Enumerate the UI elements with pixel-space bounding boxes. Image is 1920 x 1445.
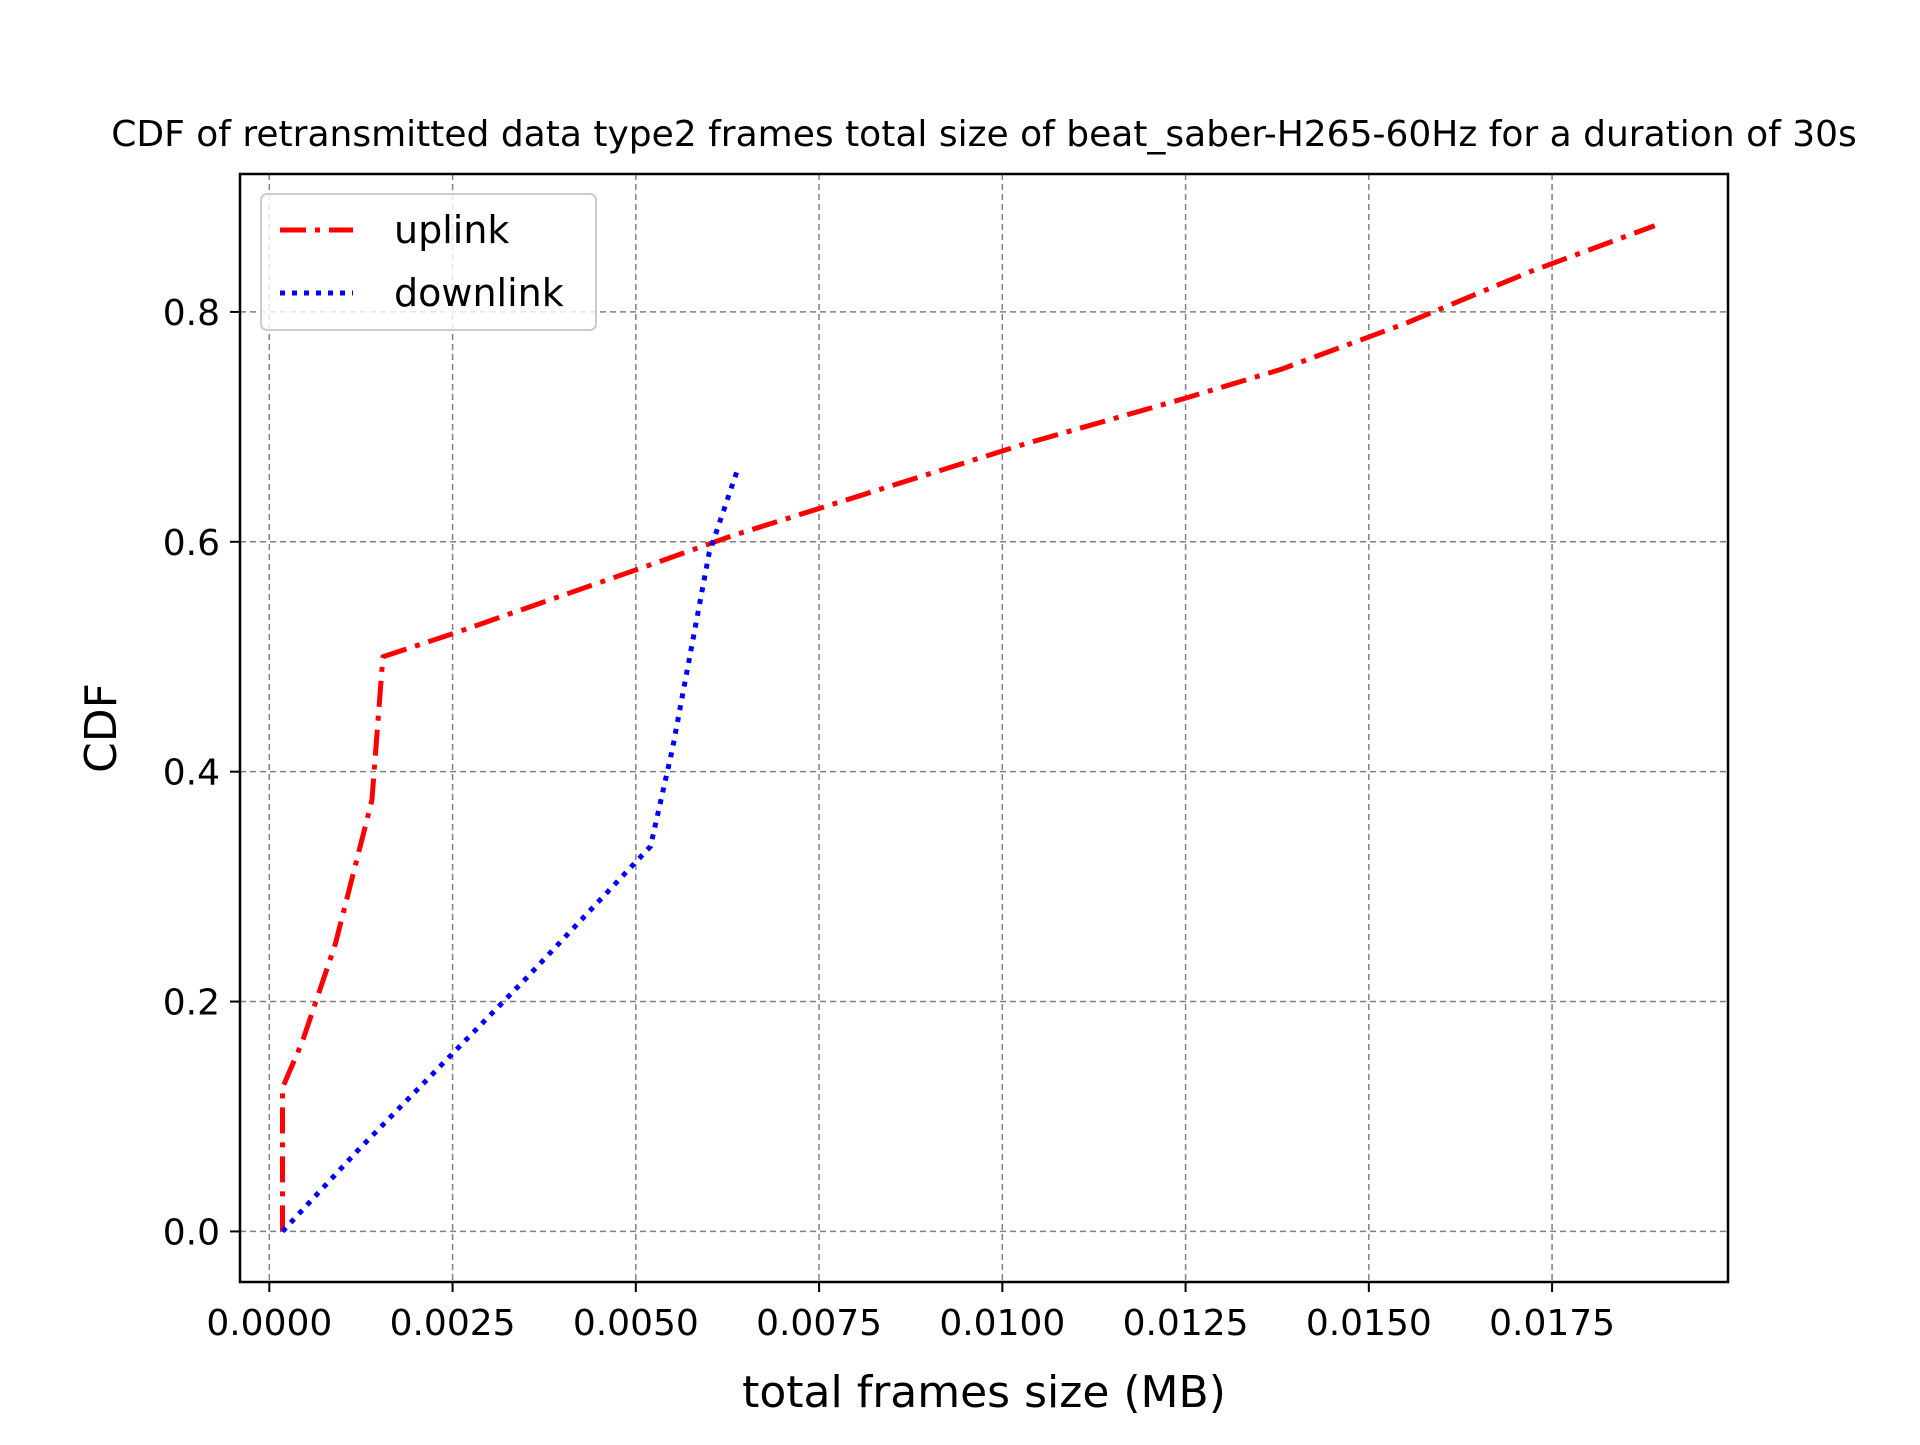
y-axis-label: CDF [76,683,127,773]
x-tick-label: 0.0000 [206,1303,332,1344]
plot-frame [238,172,1730,1284]
y-tick-label: 0.0 [163,1212,220,1253]
series-layer [280,223,1656,1234]
series-line-uplink [280,223,1656,1232]
x-tick-label: 0.0150 [1306,1303,1432,1344]
x-tick-label: 0.0175 [1489,1303,1615,1344]
y-tick-label: 0.2 [163,983,220,1024]
y-tick-label: 0.4 [163,753,220,794]
y-tick-label: 0.8 [163,293,220,334]
chart-title: CDF of retransmitted data type2 frames t… [111,114,1857,155]
series-line-downlink [280,466,741,1234]
legend-label-downlink: downlink [394,271,564,315]
x-tick-label: 0.0075 [756,1303,882,1344]
grid-layer [240,174,1728,1282]
legend: uplink downlink [260,193,597,331]
y-tick-label: 0.6 [163,523,220,564]
x-tick-label: 0.0025 [390,1303,516,1344]
x-tick-label: 0.0050 [573,1303,699,1344]
x-tick-label: 0.0125 [1123,1303,1249,1344]
x-tick-label: 0.0100 [939,1303,1065,1344]
tick-layer: 0.0000 0.0025 0.0050 0.0075 0.0100 0.0125 0.01… [163,293,1615,1344]
x-axis-label: total frames size (MB) [742,1367,1226,1418]
legend-label-uplink: uplink [394,208,509,252]
